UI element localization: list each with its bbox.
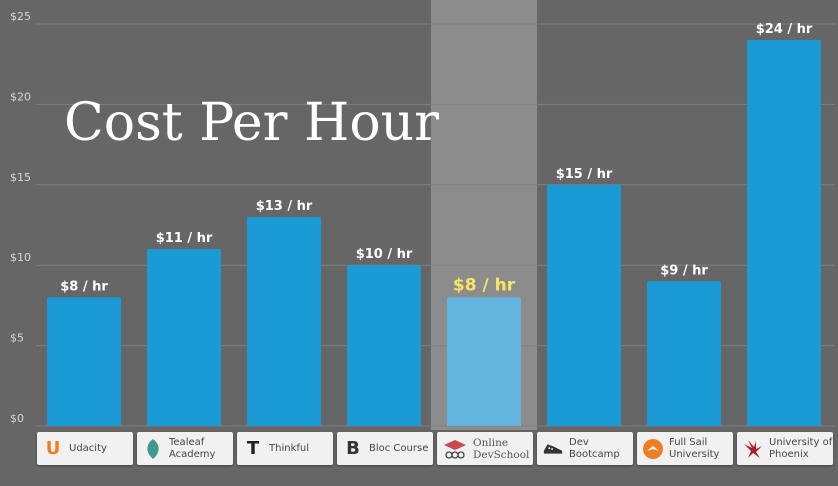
bar-value-label: $24 / hr [756, 22, 813, 37]
phoenix-bird-icon [742, 438, 764, 460]
category-name: Tealeaf Academy [169, 436, 216, 460]
thinkful-t-icon: T [246, 438, 260, 459]
bar-value-label: $9 / hr [660, 263, 708, 278]
bar-university-of-phoenix [747, 40, 821, 426]
bar-dev-bootcamp [547, 184, 621, 426]
y-axis-ticks: $0 $5 $10 $15 $20 $25 [10, 10, 31, 425]
tealeaf-leaf-icon [142, 438, 164, 460]
full-sail-circle-icon [642, 438, 664, 460]
chart-title: Cost Per Hour [64, 93, 439, 153]
category-label-dev-bootcamp: Dev Bootcamp [537, 432, 633, 465]
bar-full-sail-university [647, 281, 721, 426]
category-label-university-of-phoenix: University of Phoenix [737, 432, 833, 465]
bar-value-label: $13 / hr [256, 199, 313, 214]
category-name: University of Phoenix [769, 436, 833, 460]
y-tick-label: $10 [10, 251, 31, 264]
bar-bloc-course [347, 265, 421, 426]
category-name: Full Sail University [669, 436, 720, 460]
category-name: Bloc Course [369, 442, 429, 454]
category-name: Online DevSchool [473, 436, 530, 461]
y-tick-label: $15 [10, 171, 31, 184]
category-label-thinkful: T Thinkful [237, 432, 333, 465]
bar-online-devschool [447, 297, 521, 426]
bar-tealeaf-academy [147, 249, 221, 426]
bar-udacity [47, 297, 121, 426]
bar-value-label: $10 / hr [356, 247, 413, 262]
category-label-full-sail-university: Full Sail University [637, 432, 733, 465]
bloc-b-icon: B [346, 438, 360, 459]
category-label-tealeaf-academy: Tealeaf Academy [137, 432, 233, 465]
category-name: Dev Bootcamp [569, 436, 620, 460]
category-label-online-devschool: Online DevSchool [437, 432, 533, 465]
data-labels: $8 / hr $11 / hr $13 / hr $10 / hr $8 / hr $1… [60, 22, 813, 295]
category-label-bloc-course: B Bloc Course [337, 432, 433, 465]
category-label-udacity: U Udacity [37, 432, 133, 465]
bar-value-label: $15 / hr [556, 167, 613, 182]
devschool-mortarboard-icon [442, 438, 468, 460]
udacity-u-icon: U [45, 438, 61, 459]
y-tick-label: $20 [10, 90, 31, 103]
y-tick-label: $5 [10, 332, 24, 345]
bar-value-label: $8 / hr [60, 279, 108, 294]
y-tick-label: $0 [10, 412, 24, 425]
bar-value-label: $8 / hr [453, 275, 516, 295]
bars [47, 40, 821, 426]
bar-value-label: $11 / hr [156, 231, 213, 246]
bar-thinkful [247, 216, 321, 426]
y-tick-label: $25 [10, 10, 31, 23]
category-name: Thinkful [269, 442, 309, 454]
category-name: Udacity [69, 442, 107, 454]
dev-bootcamp-shoe-icon [542, 438, 564, 460]
